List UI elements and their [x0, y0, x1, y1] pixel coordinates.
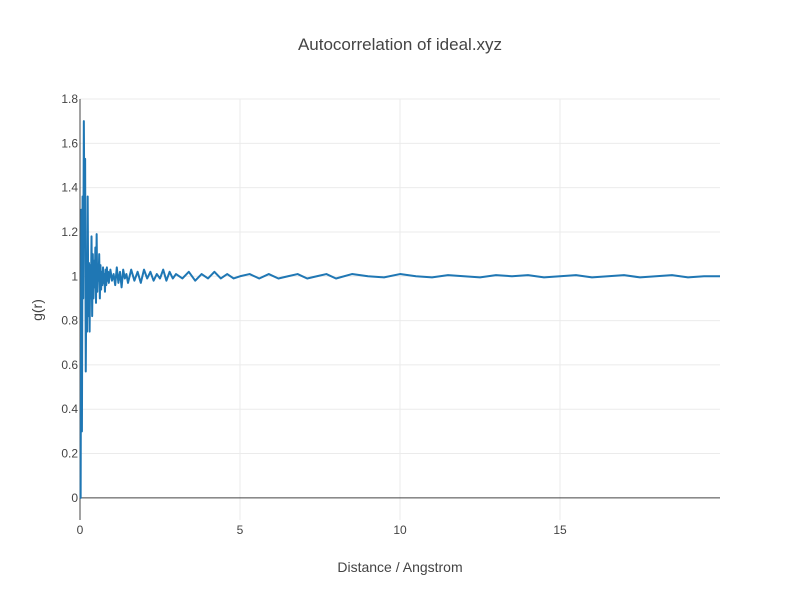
y-tick-label: 0.2: [61, 447, 78, 461]
x-axis-title: Distance / Angstrom: [337, 559, 462, 575]
y-axis-title: g(r): [29, 299, 45, 321]
x-tick-label: 5: [237, 523, 244, 537]
grid-layer: [80, 98, 720, 520]
tick-layer: 0 5 10 15 0 0.2 0.4 0.6 0.8 1 1.2 1.4 1.6 1.8: [61, 92, 567, 537]
y-tick-label: 0.6: [61, 358, 78, 372]
series-line: [79, 120, 720, 499]
x-tick-label: 0: [77, 523, 84, 537]
y-tick-label: 1.2: [61, 225, 78, 239]
series-layer: [79, 120, 720, 499]
y-tick-label: 0: [71, 491, 78, 505]
x-tick-label: 10: [393, 523, 407, 537]
y-tick-label: 0.8: [61, 314, 78, 328]
y-tick-label: 1: [71, 269, 78, 283]
y-tick-label: 1.6: [61, 136, 78, 150]
chart-title: Autocorrelation of ideal.xyz: [298, 35, 502, 54]
y-tick-label: 1.8: [61, 92, 78, 106]
y-tick-label: 1.4: [61, 181, 78, 195]
x-tick-label: 15: [553, 523, 567, 537]
y-tick-label: 0.4: [61, 402, 78, 416]
